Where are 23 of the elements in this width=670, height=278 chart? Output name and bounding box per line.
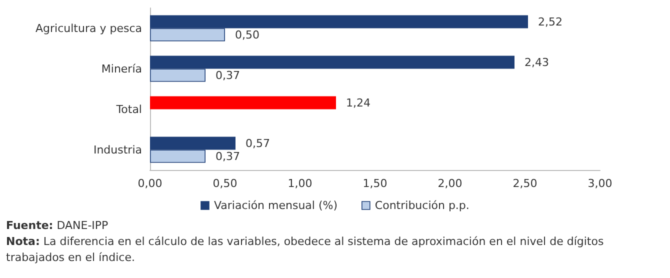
y-tick-label: Total (115, 102, 142, 116)
x-tick-label: 1,50 (362, 177, 388, 190)
x-tick-label: 1,00 (288, 177, 312, 190)
data-label: 0,37 (216, 68, 240, 82)
legend-label: Variación mensual (%) (214, 199, 338, 212)
data-label: 0,37 (216, 150, 240, 163)
x-tick-label: 3,00 (588, 177, 612, 190)
y-tick-label: Industria (93, 143, 142, 156)
legend-label: Contribución p.p. (374, 199, 470, 212)
x-tick-label: 2,50 (512, 177, 538, 190)
text: Nota: La diferencia en el cálculo de las variables, obedece al sistema de aproximación en el nivel de dígitos trabajados en el índice. (6, 234, 605, 266)
data-label: 2,43 (524, 56, 549, 69)
x-tick-label: 0,00 (138, 177, 162, 190)
y-tick-label: Agricultura y pesca (36, 22, 142, 35)
x-tick-label: 0,50 (212, 177, 238, 190)
source-note: Fuente: DANE-IPP (6, 218, 110, 234)
y-tick-label: Minería (101, 62, 142, 76)
data-label: 0,57 (246, 136, 270, 150)
data-label: 2,52 (538, 15, 562, 28)
data-label: 0,50 (235, 28, 260, 42)
x-tick-label: 2,00 (438, 177, 462, 190)
data-label: 1,24 (346, 96, 370, 110)
bar (150, 96, 336, 110)
